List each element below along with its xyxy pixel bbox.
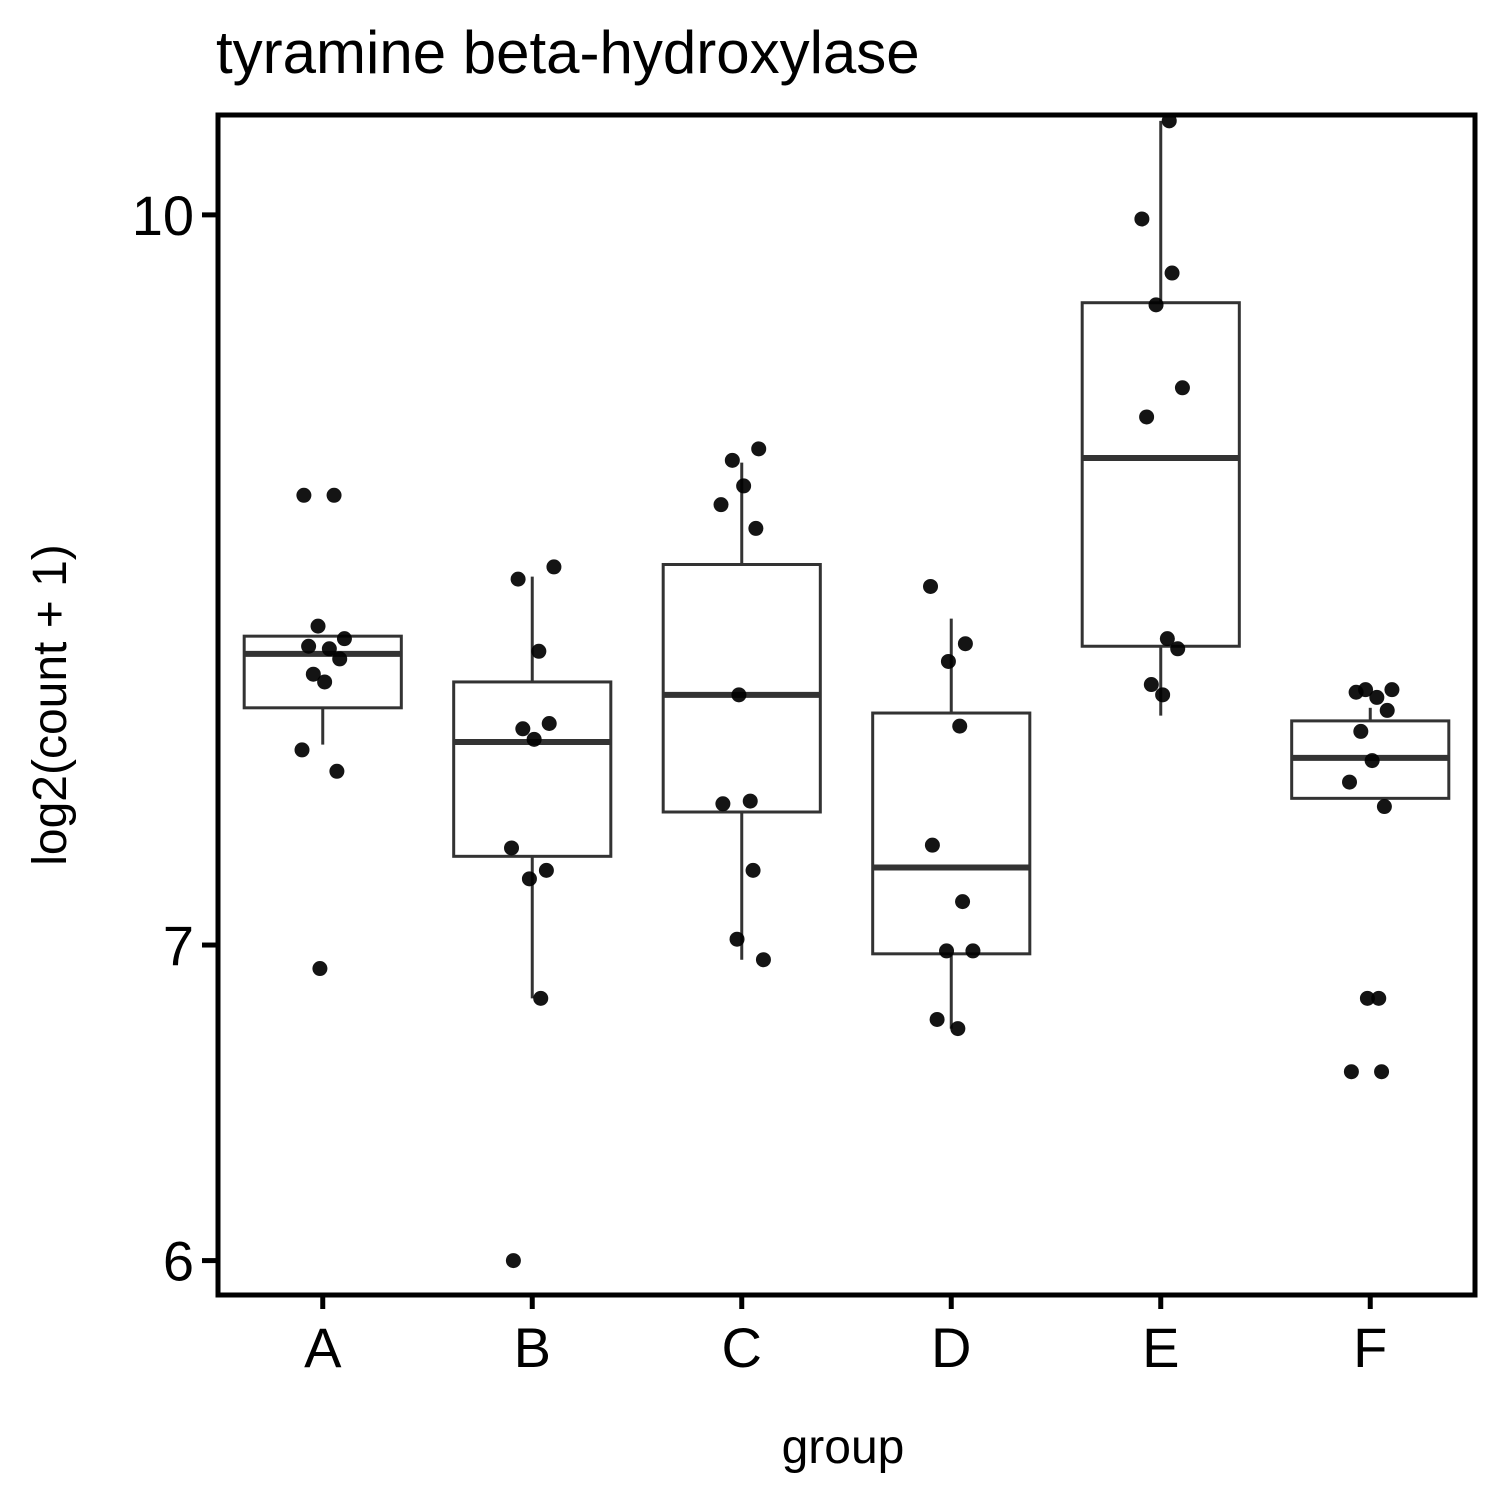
plot-panel [215, 112, 1478, 1298]
point-C-5 [731, 687, 747, 703]
point-B-10 [505, 1253, 521, 1269]
x-axis: A B C D E F [304, 1295, 1387, 1379]
y-axis-title: log2(count + 1) [24, 544, 77, 866]
point-A-5 [321, 641, 337, 657]
box-B [452, 576, 613, 999]
point-D-7 [965, 943, 981, 959]
point-A-1 [326, 487, 342, 503]
point-E-4 [1174, 380, 1190, 396]
point-B-0 [546, 559, 562, 575]
point-A-9 [294, 742, 310, 758]
point-A-4 [301, 638, 317, 654]
point-E-0 [1161, 113, 1177, 129]
point-D-6 [939, 943, 955, 959]
point-B-8 [521, 871, 537, 887]
point-B-1 [510, 571, 526, 587]
y-axis: 6 7 10 [132, 184, 218, 1293]
point-A-3 [336, 631, 352, 647]
box-body-E [1080, 301, 1241, 648]
point-C-4 [748, 520, 764, 536]
point-C-10 [755, 952, 771, 968]
point-F-11 [1343, 1064, 1359, 1080]
point-B-7 [538, 862, 554, 878]
point-F-1 [1384, 682, 1400, 698]
box-D [871, 618, 1032, 1029]
point-F-2 [1348, 684, 1364, 700]
x-tick-label-F: F [1353, 1316, 1387, 1379]
box-C [661, 462, 822, 960]
point-F-3 [1369, 689, 1385, 705]
boxes-layer [242, 120, 1451, 1029]
point-F-10 [1371, 990, 1387, 1006]
point-B-5 [526, 731, 542, 747]
point-D-3 [952, 718, 968, 734]
point-B-6 [504, 840, 520, 856]
box-body-D [871, 711, 1032, 956]
box-A [242, 634, 403, 745]
point-D-5 [955, 894, 971, 910]
box-body-B [452, 680, 613, 858]
point-D-9 [950, 1021, 966, 1037]
box-E [1080, 120, 1241, 716]
x-tick-label-A: A [304, 1316, 342, 1379]
point-E-1 [1134, 211, 1150, 227]
point-A-8 [317, 674, 333, 690]
point-E-3 [1148, 297, 1164, 313]
box-F [1290, 707, 1451, 800]
point-E-9 [1155, 687, 1171, 703]
point-C-0 [751, 441, 767, 457]
y-tick-label-10: 10 [132, 184, 194, 247]
point-C-6 [742, 793, 758, 809]
point-F-12 [1374, 1064, 1390, 1080]
y-tick-label-7: 7 [163, 914, 194, 977]
point-F-7 [1342, 774, 1358, 790]
x-tick-label-E: E [1142, 1316, 1179, 1379]
point-E-7 [1170, 641, 1186, 657]
chart-title: tyramine beta-hydroxylase [216, 19, 920, 86]
point-D-4 [924, 837, 940, 853]
point-D-1 [957, 636, 973, 652]
point-E-5 [1139, 409, 1155, 425]
point-D-2 [940, 653, 956, 669]
point-C-3 [713, 497, 729, 513]
point-B-9 [533, 990, 549, 1006]
point-C-2 [736, 478, 752, 494]
point-C-1 [724, 452, 740, 468]
y-tick-label-6: 6 [163, 1230, 194, 1293]
point-A-11 [312, 961, 328, 977]
point-F-6 [1364, 753, 1380, 769]
point-E-2 [1164, 265, 1180, 281]
point-E-8 [1143, 677, 1159, 693]
point-A-0 [296, 487, 312, 503]
point-C-9 [729, 931, 745, 947]
point-F-5 [1353, 723, 1369, 739]
point-E-6 [1159, 631, 1175, 647]
x-tick-label-C: C [722, 1316, 762, 1379]
point-A-7 [305, 666, 321, 682]
point-C-8 [745, 862, 761, 878]
point-A-2 [310, 618, 326, 634]
x-tick-label-D: D [931, 1316, 971, 1379]
point-B-4 [515, 721, 531, 737]
x-tick-label-B: B [514, 1316, 551, 1379]
point-B-2 [531, 643, 547, 659]
point-D-0 [923, 578, 939, 594]
point-D-8 [929, 1011, 945, 1027]
x-axis-title: group [782, 1421, 905, 1474]
point-B-3 [541, 716, 557, 732]
point-F-9 [1359, 990, 1375, 1006]
point-A-10 [329, 763, 345, 779]
point-F-8 [1376, 799, 1392, 815]
points-layer [294, 113, 1400, 1269]
point-F-4 [1379, 702, 1395, 718]
point-A-6 [332, 651, 348, 667]
point-C-7 [715, 796, 731, 812]
